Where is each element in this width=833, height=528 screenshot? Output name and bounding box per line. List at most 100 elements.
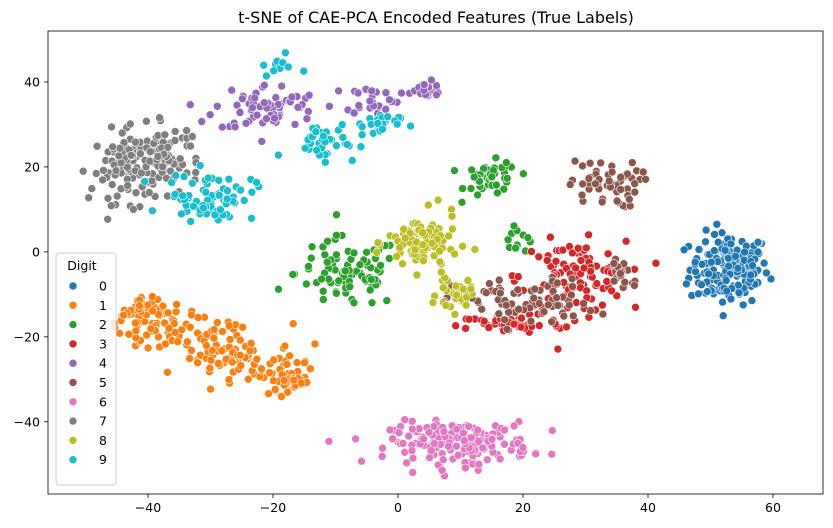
point-digit-9 [222,194,232,204]
y-tick-label: 0 [32,244,40,259]
point-digit-6 [394,428,404,438]
point-digit-2 [367,298,377,308]
point-digit-1 [185,354,194,363]
point-digit-2 [384,254,394,263]
point-digit-9 [178,191,187,201]
point-digit-1 [163,308,173,318]
point-digit-7 [92,169,101,178]
point-digit-1 [115,328,124,338]
point-digit-9 [342,140,352,149]
point-digit-6 [385,425,395,435]
point-digit-7 [137,168,146,178]
point-digit-4 [302,114,312,124]
point-digit-1 [279,376,289,385]
point-digit-0 [709,246,719,255]
point-digit-5 [481,288,491,298]
point-digit-1 [245,346,255,356]
point-digit-1 [288,319,298,329]
point-digit-8 [399,224,409,234]
point-digit-9 [378,124,387,134]
point-digit-1 [217,346,227,356]
point-digit-2 [519,169,528,178]
point-digit-8 [436,267,446,277]
point-digit-2 [322,257,332,267]
point-digit-0 [701,237,710,247]
point-digit-0 [694,245,704,254]
point-digit-2 [332,231,341,240]
point-digit-9 [223,186,232,195]
legend-marker-6 [68,397,78,407]
point-digit-9 [300,143,310,153]
point-digit-0 [726,294,736,304]
point-digit-8 [410,245,420,255]
legend-frame [55,252,117,486]
legend-marker-5 [68,378,78,387]
point-digit-1 [143,343,153,353]
point-digit-1 [265,368,274,378]
point-digit-2 [307,242,317,251]
point-digit-4 [238,94,247,104]
point-digit-9 [186,217,195,226]
point-digit-1 [206,355,216,365]
point-digit-4 [432,90,441,100]
point-digit-1 [205,363,215,373]
point-digit-5 [514,304,524,314]
point-digit-2 [469,172,479,182]
point-digit-3 [592,279,602,288]
point-digit-4 [290,120,300,129]
point-digit-8 [372,248,382,257]
point-digit-3 [621,236,631,246]
legend-marker-7 [68,416,78,426]
point-digit-2 [304,262,313,271]
point-digit-4 [303,107,313,116]
point-digit-3 [573,244,583,253]
legend-label-3: 3 [99,336,107,351]
point-digit-5 [552,293,561,303]
point-digit-2 [487,172,497,182]
point-digit-9 [179,172,189,181]
point-digit-6 [437,465,447,475]
point-digit-1 [158,301,168,311]
point-digit-6 [547,449,557,459]
point-digit-3 [584,230,593,240]
point-digit-7 [84,193,93,202]
point-digit-9 [392,119,402,129]
point-digit-5 [596,158,606,168]
point-digit-4 [381,88,391,97]
point-digit-9 [236,185,245,195]
point-digit-1 [193,313,203,322]
point-digit-3 [534,252,544,262]
point-digit-0 [733,263,743,273]
legend-label-2: 2 [99,317,107,332]
point-digit-0 [706,257,716,267]
point-digit-5 [547,317,557,327]
point-digit-9 [262,71,271,81]
point-digit-6 [473,425,483,435]
point-digit-8 [452,290,461,300]
point-digit-2 [318,295,328,304]
point-digit-6 [452,441,461,451]
point-digit-3 [631,302,640,312]
point-digit-1 [148,292,157,301]
point-digit-5 [548,286,558,296]
point-digit-2 [503,235,513,245]
point-digit-5 [539,307,549,317]
point-digit-9 [269,66,279,75]
point-digit-4 [419,80,429,89]
point-digit-0 [718,311,728,321]
point-digit-2 [323,237,332,246]
y-axis: −40 −20 0 20 40 [14,74,48,429]
point-digit-5 [578,161,587,171]
point-digit-2 [317,274,326,284]
point-digit-5 [584,174,594,183]
point-digit-4 [325,102,334,111]
point-digit-4 [259,98,269,107]
point-digit-3 [464,314,474,324]
point-digit-9 [214,176,224,185]
point-digit-3 [602,277,612,286]
point-digit-8 [427,239,437,248]
point-digit-0 [726,239,736,249]
point-digit-3 [562,322,571,332]
